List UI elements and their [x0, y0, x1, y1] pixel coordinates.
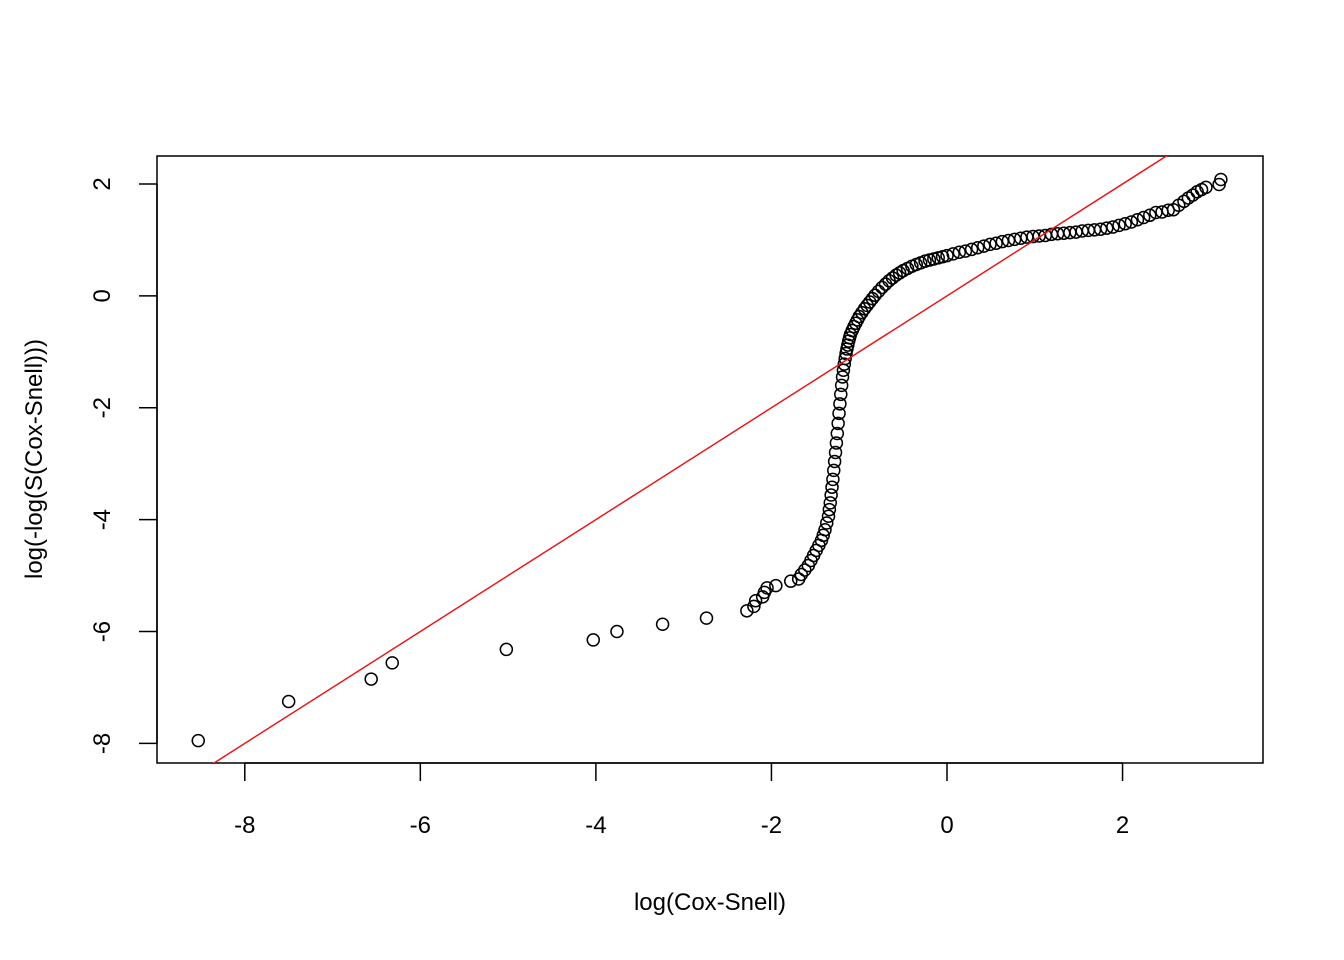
data-point	[825, 480, 839, 494]
data-point	[1143, 208, 1157, 223]
data-point	[655, 617, 670, 632]
data-point	[821, 509, 836, 524]
data-point	[977, 239, 991, 253]
data-point	[798, 563, 812, 577]
data-point	[784, 574, 798, 588]
data-point	[499, 642, 514, 657]
plot-frame	[156, 155, 1264, 764]
data-point	[964, 242, 979, 257]
data-point	[819, 516, 834, 530]
y-tick-label: -4	[89, 509, 116, 530]
x-tick-label: -8	[234, 812, 255, 839]
data-point	[833, 397, 847, 411]
data-point	[871, 284, 886, 299]
x-axis-title: log(Cox-Snell)	[634, 889, 786, 916]
data-points	[191, 172, 1228, 748]
data-point	[281, 694, 296, 709]
data-point	[822, 502, 837, 517]
data-point	[885, 271, 900, 285]
data-point	[831, 416, 845, 431]
data-point	[830, 426, 845, 441]
y-tick-label: 2	[89, 177, 116, 190]
data-point	[892, 266, 907, 280]
data-point	[385, 656, 399, 670]
data-point	[940, 248, 954, 263]
y-axis: -8 -6 -4 -2 0 2	[89, 177, 158, 754]
data-point	[875, 280, 889, 295]
data-point	[760, 581, 774, 595]
data-point	[699, 611, 714, 625]
data-point	[828, 445, 843, 460]
data-point	[769, 578, 783, 593]
x-tick-label: -4	[585, 812, 606, 839]
x-tick-label: -2	[761, 812, 782, 839]
data-point	[834, 378, 849, 393]
data-point	[757, 585, 772, 600]
data-point	[740, 604, 754, 618]
data-point	[610, 624, 624, 639]
data-point	[889, 268, 903, 282]
data-point	[1100, 221, 1114, 235]
data-point	[1124, 215, 1139, 229]
data-point	[747, 599, 761, 614]
data-point	[832, 406, 846, 421]
data-point	[1118, 216, 1132, 231]
data-point	[952, 245, 967, 259]
data-point	[835, 370, 850, 384]
data-point	[989, 236, 1003, 251]
x-tick-label: -6	[410, 812, 431, 839]
data-point	[1199, 180, 1213, 195]
x-tick-label: 2	[1116, 812, 1129, 839]
y-tick-label: 0	[89, 289, 116, 302]
data-point	[794, 567, 809, 582]
data-point	[970, 240, 985, 255]
data-point	[838, 351, 852, 366]
data-point	[983, 237, 997, 252]
data-point	[827, 454, 842, 469]
data-point	[946, 247, 960, 261]
data-point	[1161, 203, 1175, 218]
data-point	[364, 672, 378, 686]
data-point	[818, 522, 832, 537]
data-point	[791, 572, 806, 586]
data-point	[1136, 210, 1151, 225]
x-tick-label: 0	[940, 812, 953, 839]
data-point	[191, 733, 206, 748]
data-point	[829, 436, 844, 450]
data-point	[816, 528, 830, 543]
data-point	[868, 288, 882, 303]
data-point	[834, 387, 848, 402]
reference-line-group	[212, 156, 1168, 763]
data-point	[837, 357, 852, 371]
data-point	[1112, 218, 1126, 233]
x-axis: -8 -6 -4 -2 0 2	[234, 762, 1129, 839]
y-axis-title: log(-log(S(Cox-Snell)))	[21, 339, 48, 579]
data-point	[748, 594, 763, 608]
data-point	[1177, 194, 1191, 209]
y-tick-label: -8	[89, 733, 116, 754]
data-point	[826, 472, 840, 487]
data-point	[878, 277, 893, 291]
data-point	[824, 488, 838, 502]
data-point	[1214, 172, 1228, 187]
data-point	[1106, 220, 1120, 234]
y-tick-label: -2	[89, 397, 116, 418]
data-point	[827, 463, 841, 478]
data-point	[586, 633, 601, 647]
reference-line	[212, 156, 1168, 763]
data-point	[958, 244, 973, 258]
data-point	[823, 496, 838, 510]
y-tick-label: -6	[89, 621, 116, 642]
data-point	[1130, 213, 1145, 227]
